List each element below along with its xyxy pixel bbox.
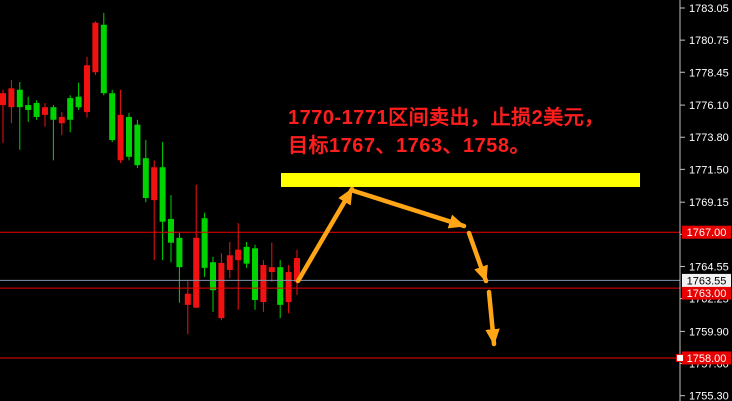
- candle-body: [33, 102, 40, 117]
- y-axis-label: 1769.15: [689, 197, 729, 209]
- candle-body: [243, 246, 250, 264]
- candle-body: [50, 107, 57, 120]
- candle-body: [117, 114, 124, 161]
- candle-wick: [2, 89, 4, 143]
- candle-body: [16, 89, 23, 108]
- candle-body: [151, 167, 158, 201]
- candle-body: [235, 249, 242, 261]
- y-axis-label: 1776.10: [689, 100, 729, 112]
- candle-body: [109, 93, 116, 141]
- candle-body: [8, 88, 15, 108]
- candle-body: [84, 65, 90, 113]
- trade-path-arrow[interactable]: [466, 230, 489, 284]
- candle-body: [67, 98, 74, 120]
- candle-body: [142, 158, 149, 198]
- candle-body: [176, 237, 183, 268]
- y-axis-label: 1783.05: [689, 3, 729, 15]
- candle-wick: [237, 223, 239, 310]
- candle-body: [134, 124, 141, 166]
- line-drag-handle[interactable]: [676, 353, 684, 362]
- candle-body: [184, 293, 191, 305]
- candle-body: [210, 262, 216, 291]
- trade-path-arrow[interactable]: [295, 186, 355, 284]
- y-axis-label: 1771.50: [689, 164, 729, 176]
- candle-body: [42, 107, 48, 115]
- candle-body: [226, 255, 233, 270]
- candle-wick: [61, 112, 63, 136]
- trade-path-arrows: [295, 186, 500, 347]
- candle-body: [260, 265, 267, 303]
- candle-wick: [19, 82, 21, 150]
- candle-wick: [187, 281, 189, 335]
- candle-body: [218, 262, 225, 319]
- candle-body: [58, 116, 65, 124]
- price-level-tag: [682, 286, 731, 300]
- candle-body: [277, 267, 284, 305]
- trade-path-arrow[interactable]: [485, 289, 500, 347]
- candles-layer: [0, 12, 300, 335]
- candle-wick: [153, 160, 155, 261]
- current-price-tag: [682, 273, 731, 287]
- candle-body: [285, 272, 292, 303]
- trade-path-arrow[interactable]: [351, 188, 467, 229]
- y-axis-label: 1780.75: [689, 35, 729, 47]
- candle-body: [159, 167, 166, 222]
- price-level-tag: [682, 225, 731, 239]
- price-level-tag: [682, 351, 731, 365]
- trade-annotation: 1770-1771区间卖出，止损2美元， 目标1767、1763、1758。: [288, 104, 605, 160]
- candle-wick: [78, 82, 80, 110]
- trade-annotation-line2: 目标1767、1763、1758。: [288, 135, 530, 157]
- candle-body: [75, 96, 82, 108]
- candle-body: [92, 22, 99, 73]
- candle-wick: [271, 242, 273, 282]
- price-level-tag-text: 1767.00: [687, 227, 727, 239]
- candle-body: [294, 258, 300, 282]
- highlight-bar[interactable]: [281, 173, 640, 187]
- price-level-tag-text: 1763.00: [687, 288, 727, 300]
- candle-body: [268, 267, 275, 273]
- price-level-tag-text: 1758.00: [687, 353, 727, 365]
- candle-body: [193, 237, 200, 308]
- candle-body: [100, 24, 107, 94]
- y-axis-label: 1759.90: [689, 326, 729, 338]
- candle-wick: [178, 232, 180, 303]
- y-axis-label: 1778.45: [689, 67, 729, 79]
- candle-body: [0, 93, 6, 106]
- candle-body: [168, 218, 174, 243]
- current-price-tag-text: 1763.55: [687, 275, 727, 287]
- y-axis-label: 1773.80: [689, 132, 729, 144]
- trade-annotation-line1: 1770-1771区间卖出，止损2美元，: [288, 107, 605, 129]
- candle-wick: [52, 105, 54, 161]
- candle-body: [252, 248, 258, 300]
- candle-body: [126, 116, 132, 157]
- y-axis-label: 1764.55: [689, 261, 729, 273]
- candle-body: [25, 105, 32, 110]
- y-axis-label: 1755.30: [689, 391, 729, 401]
- candle-body: [201, 218, 208, 268]
